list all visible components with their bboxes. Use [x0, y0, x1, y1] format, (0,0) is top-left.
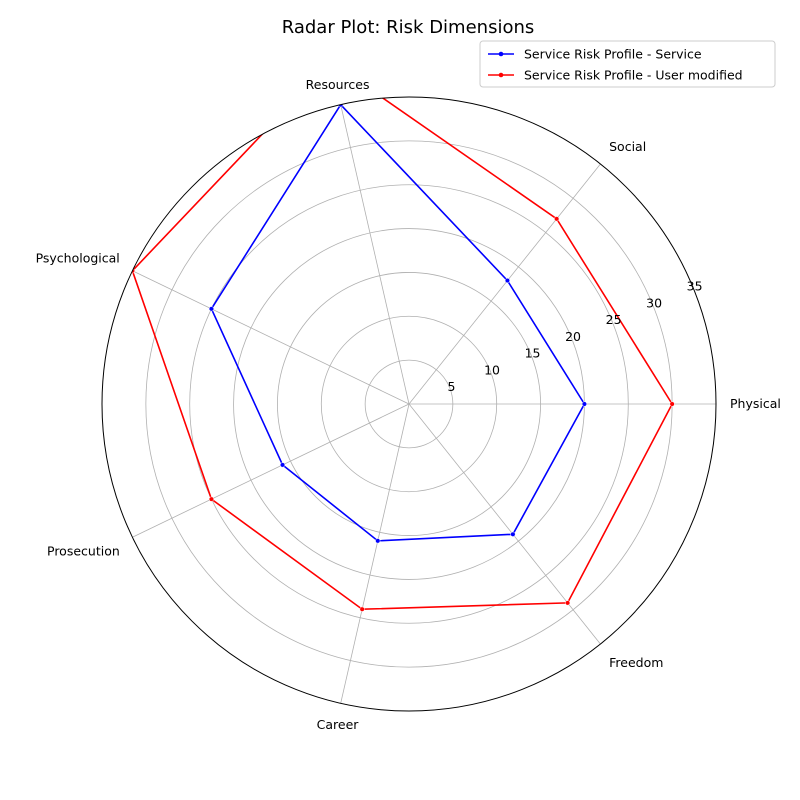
data-point — [208, 496, 214, 502]
spoke-line — [340, 403, 410, 704]
outer-frame — [101, 96, 717, 712]
spoke-line — [340, 104, 410, 405]
data-point — [554, 216, 560, 222]
data-point — [359, 606, 365, 612]
data-point — [375, 538, 381, 544]
series-line — [210, 103, 586, 542]
data-point — [510, 531, 516, 537]
radial-tick-label: 10 — [484, 362, 500, 377]
outer-circle — [101, 96, 717, 712]
data-point — [669, 401, 675, 407]
category-label: Social — [609, 139, 646, 154]
data-point — [329, 60, 334, 65]
legend-marker — [498, 51, 504, 57]
category-label: Psychological — [36, 251, 120, 266]
legend-box — [479, 40, 776, 88]
labels: Physical Social Resources Psychological Pros… — [36, 77, 781, 732]
radial-tick-label: 5 — [448, 379, 456, 394]
radial-tick-label: 25 — [606, 312, 622, 327]
radial-tick-label: 15 — [525, 346, 541, 361]
series-1 — [208, 102, 587, 544]
series-layer — [129, 60, 675, 612]
category-label: Prosecution — [47, 543, 120, 558]
data-point — [280, 462, 286, 468]
data-point — [565, 600, 571, 606]
data-point — [581, 401, 587, 407]
radial-tick-label: 30 — [646, 295, 662, 310]
category-label: Career — [317, 717, 360, 732]
data-point — [208, 306, 214, 312]
legend-label: Service Risk Profile - Service — [524, 47, 702, 62]
chart-title: Radar Plot: Risk Dimensions — [282, 17, 535, 38]
spoke-line — [408, 163, 601, 405]
legend-marker — [498, 72, 504, 78]
category-label: Freedom — [609, 655, 663, 670]
spoke-line — [132, 403, 410, 538]
radial-tick-label: 35 — [687, 279, 703, 294]
category-label: Resources — [306, 77, 370, 92]
series-line — [131, 97, 673, 611]
legend: Service Risk Profile - Service Service Ri… — [479, 40, 776, 88]
radial-tick-label: 20 — [565, 329, 581, 344]
spoke-line — [132, 270, 410, 405]
series-2 — [129, 60, 675, 612]
spoke-line — [408, 403, 601, 645]
data-point — [504, 278, 510, 284]
grid — [132, 104, 716, 704]
category-label: Physical — [730, 396, 781, 411]
legend-label: Service Risk Profile - User modified — [524, 68, 743, 83]
